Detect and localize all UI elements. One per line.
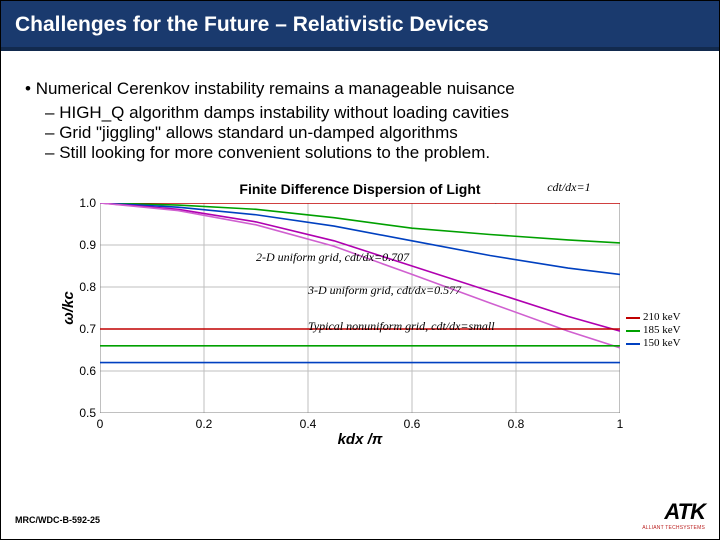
x-axis-label: kdx /π — [100, 431, 620, 448]
bullet-main: Numerical Cerenkov instability remains a… — [25, 79, 695, 99]
legend-swatch — [626, 343, 640, 345]
x-tick: 0.4 — [300, 417, 317, 431]
legend-label: 150 keV — [643, 337, 681, 350]
annotation: cdt/dx=1 — [547, 180, 590, 195]
y-tick: 1.0 — [79, 196, 96, 210]
logo-sub: ALLIANT TECHSYSTEMS — [609, 525, 705, 531]
y-axis-label: ω/kc — [60, 291, 77, 324]
legend-label: 185 keV — [643, 324, 681, 337]
content-area: Numerical Cerenkov instability remains a… — [1, 51, 719, 448]
y-tick: 0.6 — [79, 364, 96, 378]
logo-main: ATK — [609, 499, 705, 525]
legend-label: 210 keV — [643, 311, 681, 324]
x-tick: 0.2 — [196, 417, 213, 431]
sub-bullet-1: Grid "jiggling" allows standard un-dampe… — [45, 123, 695, 143]
legend-swatch — [626, 317, 640, 319]
x-tick: 0.8 — [508, 417, 525, 431]
slide-title: Challenges for the Future – Relativistic… — [15, 13, 489, 37]
y-tick: 0.5 — [79, 406, 96, 420]
logo: ATK ALLIANT TECHSYSTEMS — [609, 499, 705, 531]
x-tick: 0.6 — [404, 417, 421, 431]
legend-item: 185 keV — [626, 324, 681, 337]
x-tick: 1 — [617, 417, 624, 431]
x-tick: 0 — [97, 417, 104, 431]
legend-item: 210 keV — [626, 311, 681, 324]
y-tick: 0.9 — [79, 238, 96, 252]
title-bar: Challenges for the Future – Relativistic… — [1, 1, 719, 51]
annotation: 3-D uniform grid, cdt/dx=0.577 — [308, 283, 461, 298]
sub-bullet-0: HIGH_Q algorithm damps instability witho… — [45, 103, 695, 123]
chart-svg — [100, 203, 620, 413]
bullet-list: Numerical Cerenkov instability remains a… — [25, 79, 695, 163]
annotation: Typical nonuniform grid, cdt/dx=small — [308, 319, 495, 334]
annotation: 2-D uniform grid, cdt/dx=0.707 — [256, 250, 409, 265]
footer-id: MRC/WDC-B-592-25 — [15, 515, 100, 525]
y-tick: 0.7 — [79, 322, 96, 336]
plot-area: ω/kc 210 keV185 keV150 keV cdt/dx=12-D u… — [100, 203, 620, 413]
legend-swatch — [626, 330, 640, 332]
sub-bullet-2: Still looking for more convenient soluti… — [45, 143, 695, 163]
sub-bullets: HIGH_Q algorithm damps instability witho… — [25, 103, 695, 163]
legend-item: 150 keV — [626, 337, 681, 350]
legend: 210 keV185 keV150 keV — [626, 311, 681, 351]
chart-container: Finite Difference Dispersion of Light ω/… — [40, 181, 680, 448]
y-tick: 0.8 — [79, 280, 96, 294]
